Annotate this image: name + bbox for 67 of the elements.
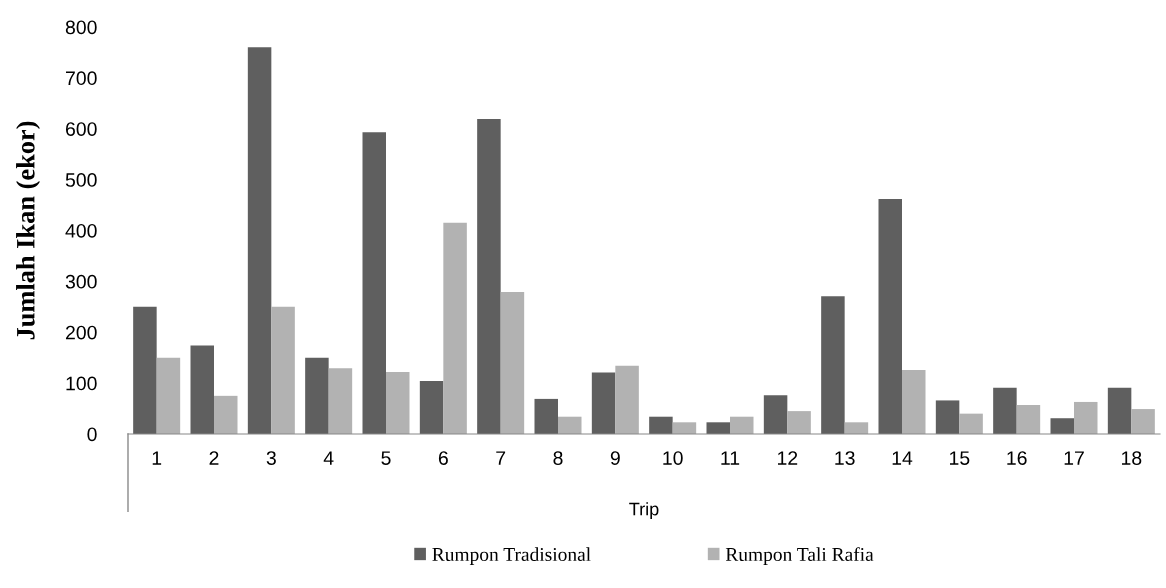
bar <box>993 387 1017 434</box>
x-tick-label: 8 <box>553 451 563 465</box>
x-tick-label: 3 <box>266 451 276 465</box>
bar <box>386 371 410 434</box>
x-tick-label: 13 <box>835 451 855 465</box>
y-tick-label: 500 <box>65 173 97 187</box>
bar <box>443 222 467 434</box>
bar <box>247 47 272 434</box>
y-tick-label: 700 <box>66 71 97 86</box>
bar <box>1074 401 1098 434</box>
bar <box>844 422 869 434</box>
bar <box>902 369 926 434</box>
bar <box>534 398 558 434</box>
bar <box>214 395 238 434</box>
bar <box>959 413 983 434</box>
bar <box>672 422 697 434</box>
bar <box>1016 405 1041 434</box>
y-tick-label: 300 <box>65 274 97 289</box>
bar <box>1107 387 1132 434</box>
bar <box>787 411 811 434</box>
y-axis-title: Jumlah Ikan (ekor) <box>16 121 41 340</box>
bar <box>821 296 845 434</box>
x-tick-label: 11 <box>721 451 740 465</box>
bar <box>156 357 181 434</box>
bar <box>878 198 902 434</box>
y-tick-label: 100 <box>66 376 97 391</box>
bar <box>558 416 582 434</box>
y-tick-label: 600 <box>65 122 97 136</box>
bar <box>477 119 501 434</box>
bar <box>730 416 754 434</box>
bar <box>305 357 329 434</box>
legend-label: Rumpon Tradisional <box>432 547 591 565</box>
bar <box>649 416 673 434</box>
bar <box>591 372 616 434</box>
y-tick-label: 800 <box>65 20 97 35</box>
bar <box>1131 409 1155 434</box>
bar <box>706 422 730 434</box>
x-tick-label: 17 <box>1064 451 1084 465</box>
y-tick-label: 200 <box>65 325 97 340</box>
bar <box>615 365 639 434</box>
bar <box>1050 418 1074 434</box>
x-tick-label: 4 <box>323 451 334 465</box>
x-tick-label: 10 <box>663 451 683 465</box>
bar <box>419 381 444 434</box>
bar <box>133 306 157 434</box>
bar <box>935 400 960 434</box>
bar <box>190 345 214 434</box>
x-tick-label: 7 <box>496 451 506 465</box>
y-tick-label: 0 <box>87 427 97 442</box>
bar <box>328 368 353 434</box>
bar <box>763 395 788 434</box>
x-tick-label: 15 <box>950 451 970 465</box>
x-tick-label: 5 <box>381 451 391 465</box>
x-tick-label: 9 <box>610 451 620 465</box>
legend-label: Rumpon Tali Rafia <box>725 547 874 565</box>
x-tick-label: 18 <box>1122 451 1142 465</box>
x-tick-label: 14 <box>892 451 913 465</box>
x-tick-label: 2 <box>209 451 219 465</box>
x-axis-title: Trip <box>629 502 659 519</box>
x-tick-label: 12 <box>778 451 798 465</box>
x-tick-label: 1 <box>152 451 162 465</box>
bar <box>271 306 295 434</box>
y-tick-label: 400 <box>65 223 97 238</box>
bar <box>500 292 525 434</box>
x-tick-label: 16 <box>1007 451 1027 465</box>
x-tick-label: 6 <box>438 451 448 465</box>
bar <box>362 132 386 434</box>
